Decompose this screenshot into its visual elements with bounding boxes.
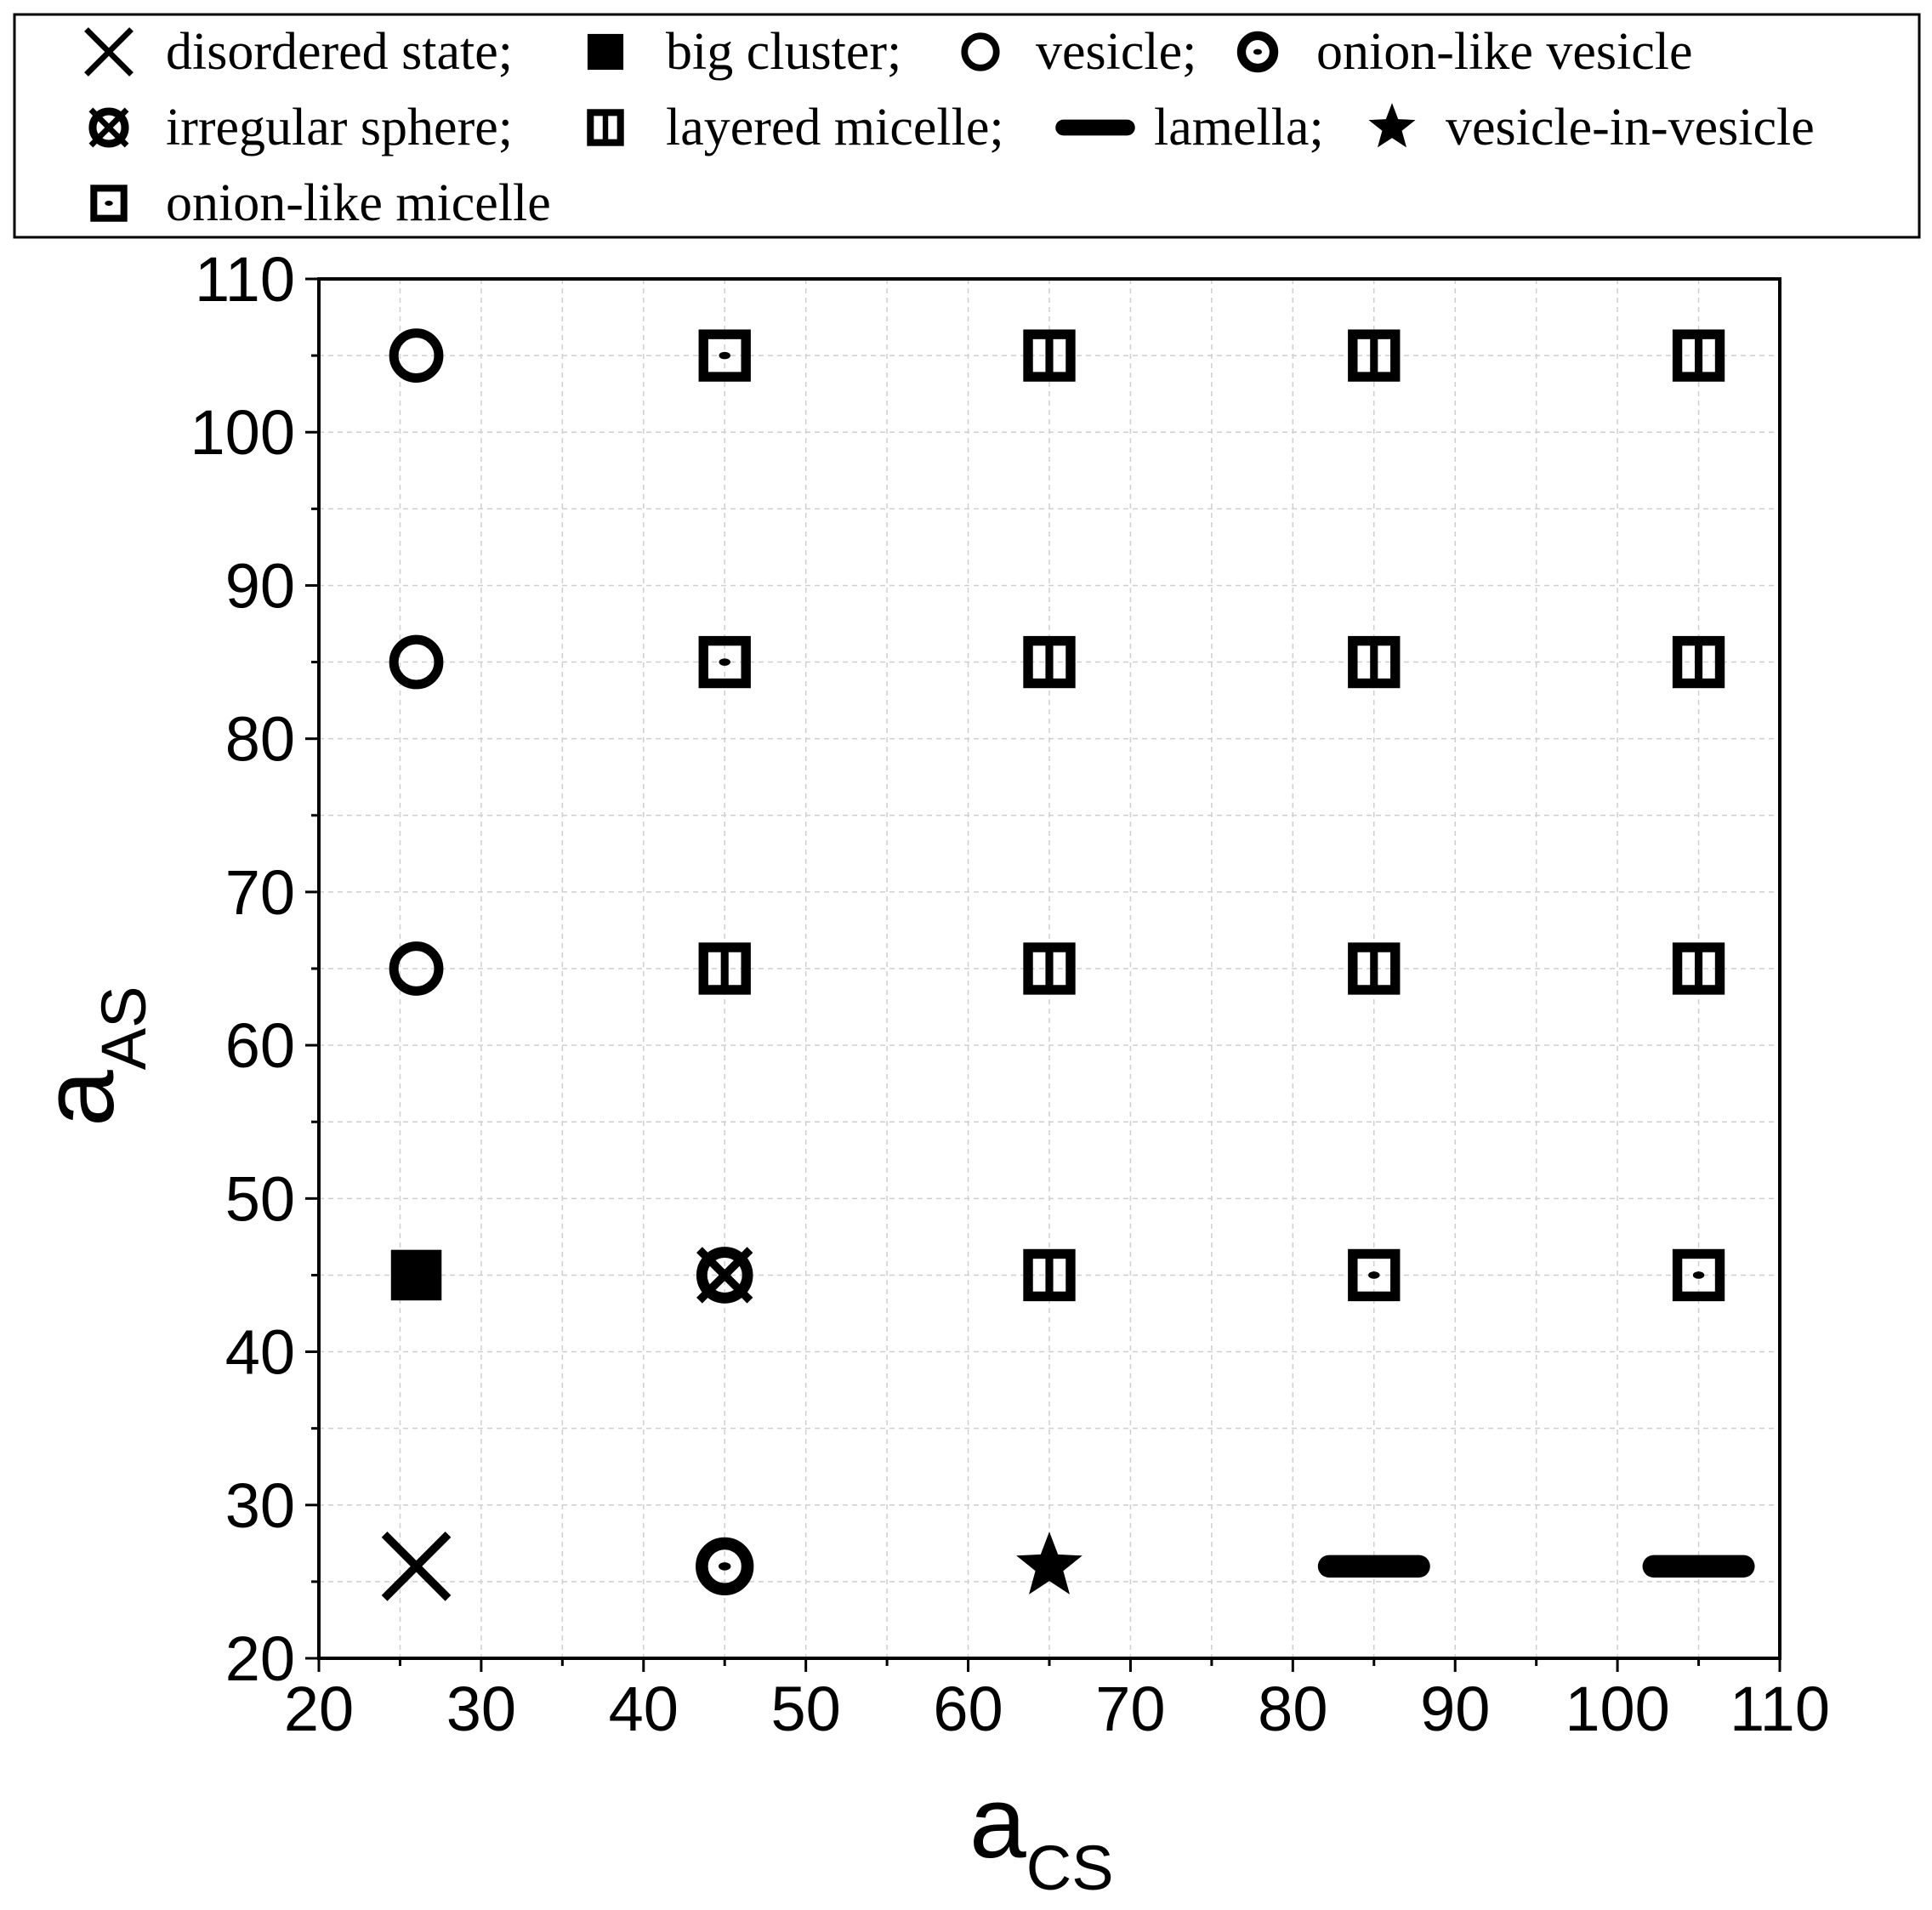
legend-marker-star	[1368, 103, 1416, 148]
axis-ticks: 20 30 40 50 60 70 80 90 100 110 20 30 40 50 60 70 80 90 10…	[190, 244, 1830, 1744]
x-tick-label: 110	[1730, 1674, 1830, 1744]
legend-marker-filled-square	[587, 33, 624, 71]
data-point-bar-square	[1023, 1248, 1076, 1302]
y-tick-label: 30	[225, 1470, 295, 1541]
legend-label: onion-like micelle	[166, 174, 551, 232]
data-point-bar-square	[698, 942, 751, 995]
data-points	[381, 328, 1755, 1601]
y-tick-label: 100	[190, 397, 295, 468]
data-point-star	[1016, 1532, 1082, 1595]
legend-label: onion-like vesicle	[1316, 23, 1692, 81]
data-point-dot-square	[1348, 1248, 1401, 1302]
x-tick-label: 90	[1420, 1674, 1490, 1744]
x-tick-label: 70	[1095, 1674, 1165, 1744]
y-tick-label: 90	[225, 550, 295, 621]
legend-marker-dot-square	[90, 185, 128, 222]
data-point-bar-square	[1348, 635, 1401, 689]
legend-label: layered micelle;	[666, 99, 1004, 156]
data-point-dot-square	[698, 329, 751, 382]
y-tick-label: 60	[225, 1010, 295, 1081]
legend-marker-bar-square	[587, 109, 624, 146]
legend-marker-circle	[961, 32, 1000, 71]
legend-marker-dot-circle	[1236, 31, 1279, 73]
data-point-circle	[389, 941, 444, 996]
legend-marker-x-circle	[88, 107, 129, 148]
y-tick-label: 20	[225, 1623, 295, 1694]
grid-lines	[319, 279, 1780, 1658]
data-point-dot-square	[1672, 1248, 1725, 1302]
data-point-x-circle	[696, 1247, 753, 1304]
y-tick-label: 70	[225, 857, 295, 928]
legend-label: lamella;	[1154, 99, 1324, 156]
data-point-bar-square	[1672, 329, 1725, 382]
y-tick-label: 80	[225, 704, 295, 775]
y-axis-title: aAS	[21, 986, 159, 1127]
legend-label: vesicle;	[1036, 23, 1196, 81]
data-point-filled-square	[390, 1249, 442, 1301]
x-tick-label: 50	[771, 1674, 841, 1744]
data-point-bar-square	[1023, 635, 1076, 689]
x-tick-label: 100	[1565, 1674, 1669, 1744]
plot-area: 20 30 40 50 60 70 80 90 100 110 20 30 40 50 60 70 80 90 10…	[190, 244, 1830, 1744]
data-point-circle	[389, 328, 444, 383]
legend-label: vesicle-in-vesicle	[1446, 99, 1815, 156]
x-tick-label: 60	[933, 1674, 1003, 1744]
y-tick-label: 50	[225, 1163, 295, 1234]
data-point-bar-square	[1672, 635, 1725, 689]
data-point-bar-square	[1023, 329, 1076, 382]
data-point-bar-square	[1348, 942, 1401, 995]
data-point-x	[381, 1532, 452, 1601]
legend-marker-x	[84, 27, 134, 77]
data-point-dot-square	[698, 635, 751, 689]
legend-label: irregular sphere;	[166, 99, 513, 156]
legend: disordered state; big cluster; vesicle; oni…	[13, 13, 1921, 239]
x-tick-label: 80	[1258, 1674, 1327, 1744]
data-point-bar-square	[1672, 942, 1725, 995]
x-tick-label: 30	[446, 1674, 516, 1744]
x-tick-label: 40	[609, 1674, 679, 1744]
legend-label: disordered state;	[166, 23, 513, 81]
legend-label: big cluster;	[666, 23, 901, 81]
x-tick-label: 20	[284, 1674, 354, 1744]
x-axis-title: aCS	[969, 1765, 1114, 1903]
data-point-bar-square	[1023, 942, 1076, 995]
data-point-circle	[389, 634, 444, 690]
y-tick-label: 40	[225, 1317, 295, 1388]
y-tick-label: 110	[195, 244, 295, 315]
data-point-dot-circle	[696, 1537, 754, 1596]
data-point-bar-square	[1348, 329, 1401, 382]
